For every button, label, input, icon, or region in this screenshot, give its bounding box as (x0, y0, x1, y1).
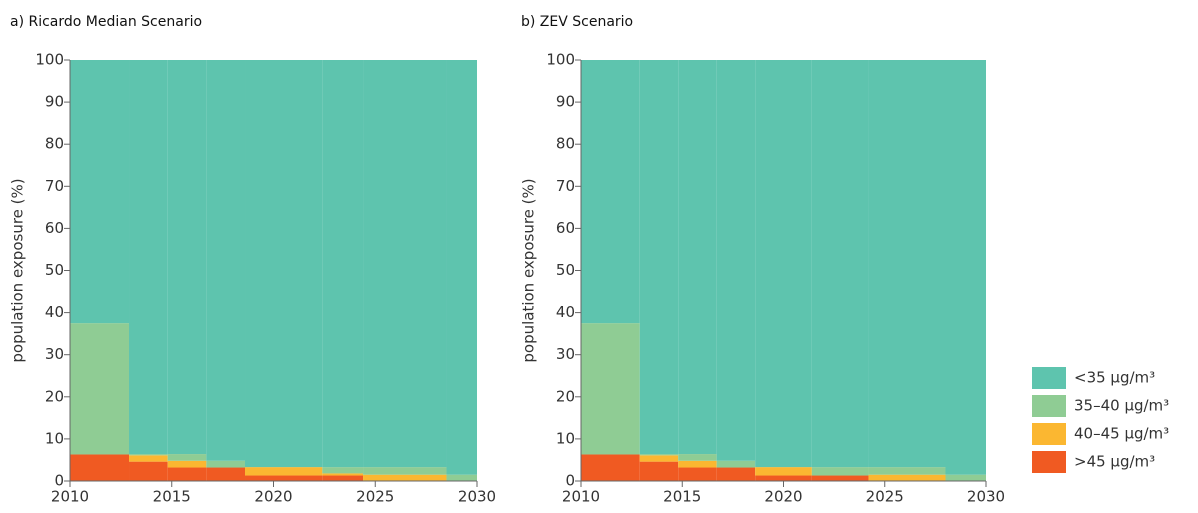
area-segment (678, 60, 717, 455)
x-tick-label: 2015 (153, 488, 191, 506)
area-segment (363, 474, 447, 481)
y-tick-label: 0 (54, 472, 64, 490)
y-tick-label: 90 (45, 93, 64, 111)
area-segment (581, 60, 640, 324)
y-tick-label: 30 (45, 345, 64, 363)
x-tick-label: 2020 (254, 488, 292, 506)
x-tick-label: 2030 (967, 488, 1005, 506)
area-segment (945, 60, 986, 475)
y-tick-label: 100 (35, 51, 64, 69)
area-segment (322, 473, 364, 476)
area-segment (322, 475, 364, 481)
area-segment (363, 467, 447, 475)
area-segment (678, 460, 717, 468)
area-segment (363, 60, 447, 468)
area-segment (245, 60, 323, 468)
area-segment (678, 454, 717, 461)
y-tick-label: 40 (45, 303, 64, 321)
y-tick-label: 70 (45, 177, 64, 195)
area-segment (868, 60, 946, 468)
area-segment (581, 454, 640, 481)
area-segment (755, 475, 812, 481)
x-tick-label: 2020 (764, 488, 802, 506)
legend-label: 35–40 µg/m³ (1074, 397, 1169, 415)
x-tick-label: 2015 (663, 488, 701, 506)
area-segment (167, 460, 207, 468)
y-tick-label: 80 (45, 135, 64, 153)
area-segment (716, 60, 756, 461)
area-segment (129, 455, 168, 462)
area-segment (129, 60, 168, 455)
y-axis-label: population exposure (%) (520, 178, 538, 362)
area-segment (70, 323, 130, 455)
legend-label: 40–45 µg/m³ (1074, 425, 1169, 443)
area-segment (811, 475, 869, 481)
x-tick-label: 2010 (51, 488, 89, 506)
y-axis-label: population exposure (%) (9, 178, 27, 362)
x-tick-label: 2025 (866, 488, 904, 506)
area-segment (446, 474, 477, 481)
area-segment (639, 461, 679, 481)
area-segment (811, 467, 869, 476)
area-segment (245, 467, 323, 476)
area-segment (70, 60, 130, 324)
y-tick-label: 60 (45, 219, 64, 237)
x-tick-label: 2010 (562, 488, 600, 506)
area-segment (716, 467, 756, 481)
legend-swatch (1032, 367, 1066, 389)
area-segment (167, 467, 207, 481)
y-tick-label: 50 (556, 261, 575, 279)
y-tick-label: 50 (45, 261, 64, 279)
area-segment (206, 60, 246, 461)
area-segment (167, 60, 207, 455)
y-tick-label: 10 (556, 429, 575, 447)
y-tick-label: 40 (556, 303, 575, 321)
area-segment (639, 454, 679, 456)
y-tick-label: 90 (556, 93, 575, 111)
legend-swatch (1032, 395, 1066, 417)
area-segment (206, 467, 246, 481)
y-tick-label: 70 (556, 177, 575, 195)
area-segment (639, 60, 679, 455)
y-tick-label: 20 (556, 387, 575, 405)
area-segment (755, 60, 812, 468)
legend-label: <35 µg/m³ (1074, 369, 1155, 387)
legend-swatch (1032, 451, 1066, 473)
panel-title: a) Ricardo Median Scenario (10, 14, 202, 30)
area-segment (322, 467, 364, 474)
area-segment (755, 467, 812, 476)
area-segment (811, 60, 869, 468)
x-tick-label: 2030 (458, 488, 496, 506)
y-tick-label: 10 (45, 429, 64, 447)
area-segment (639, 455, 679, 462)
x-tick-label: 2025 (356, 488, 394, 506)
legend-swatch (1032, 423, 1066, 445)
area-segment (716, 460, 756, 468)
area-segment (322, 60, 364, 468)
area-segment (129, 454, 168, 456)
panel-title: b) ZEV Scenario (521, 14, 633, 30)
area-segment (868, 467, 946, 475)
legend-label: >45 µg/m³ (1074, 453, 1155, 471)
area-segment (245, 475, 323, 481)
y-tick-label: 60 (556, 219, 575, 237)
area-segment (678, 467, 717, 481)
y-tick-label: 100 (546, 51, 575, 69)
y-tick-label: 30 (556, 345, 575, 363)
area-segment (70, 454, 130, 481)
y-tick-label: 0 (565, 472, 575, 490)
y-tick-label: 20 (45, 387, 64, 405)
y-tick-label: 80 (556, 135, 575, 153)
area-segment (868, 474, 946, 481)
area-segment (206, 460, 246, 468)
area-segment (167, 454, 207, 461)
area-segment (446, 60, 477, 475)
area-segment (129, 461, 168, 481)
area-segment (945, 474, 986, 481)
area-segment (581, 323, 640, 455)
